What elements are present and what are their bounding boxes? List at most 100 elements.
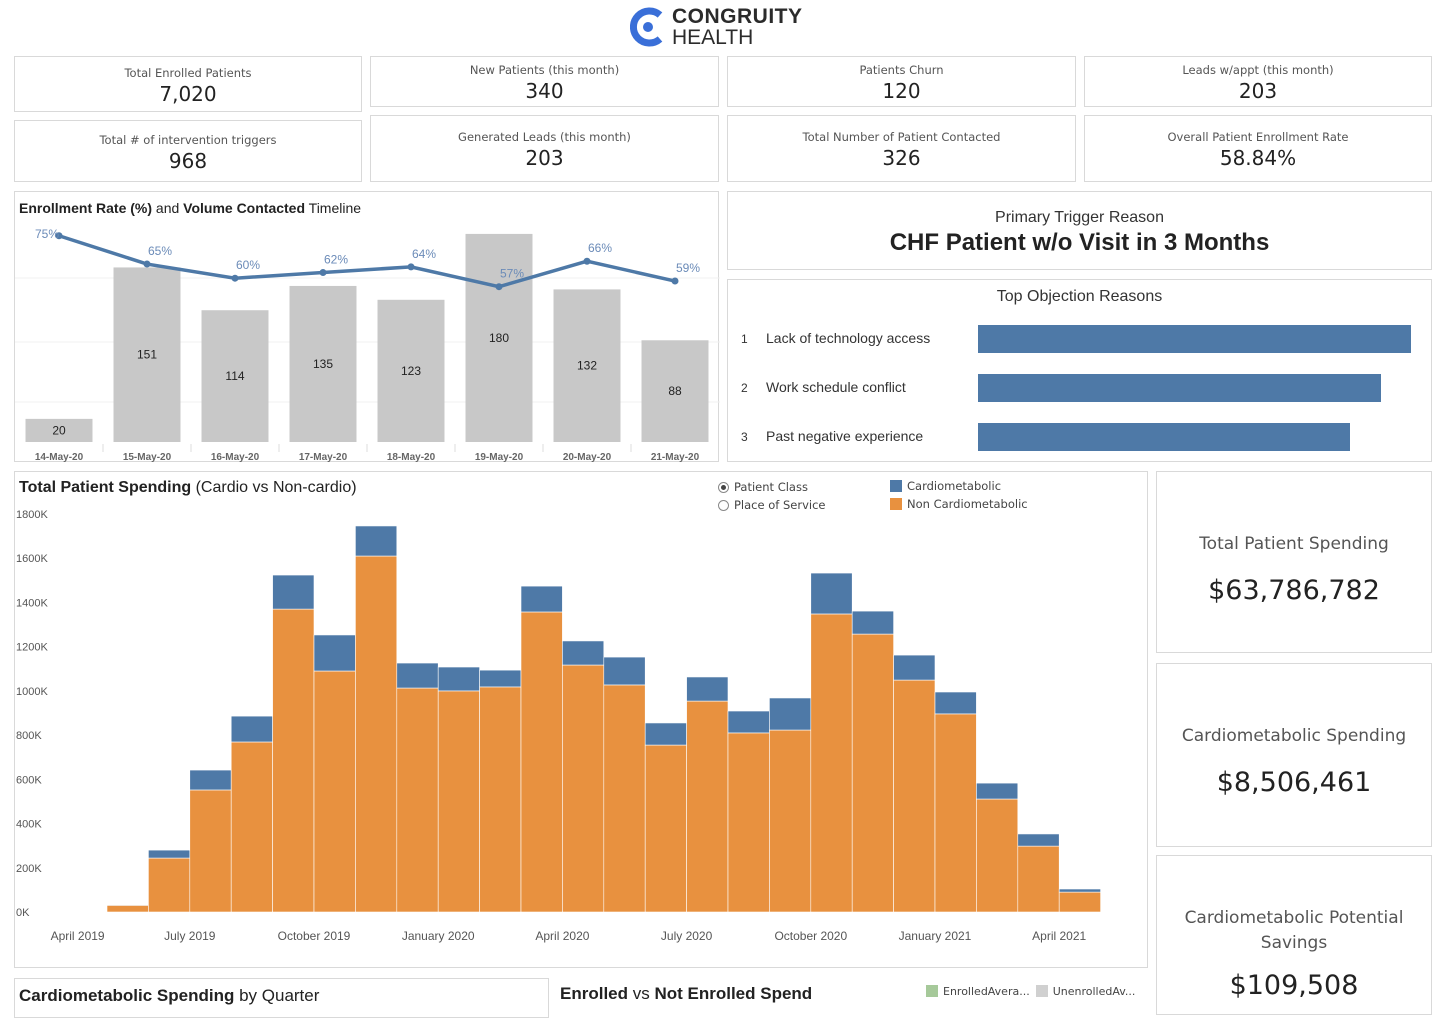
kpi-enrollment-rate: Overall Patient Enrollment Rate 58.84% xyxy=(1084,115,1432,182)
date-tick-label: 16-May-20 xyxy=(211,452,260,463)
rate-point xyxy=(495,283,503,291)
non-cardio-bar xyxy=(893,679,936,913)
non-cardio-bar xyxy=(603,684,646,913)
objection-row: 3 Past negative experience xyxy=(728,423,1431,453)
objection-row: 2 Work schedule conflict xyxy=(728,374,1431,404)
cardio-bar xyxy=(396,662,439,689)
non-cardio-bar xyxy=(230,741,273,913)
card-total-spending: Total Patient Spending $63,786,782 xyxy=(1156,471,1432,653)
trigger-label: Primary Trigger Reason xyxy=(995,209,1164,226)
cardio-bar xyxy=(355,525,398,557)
enrolled-title: Enrolled vs Not Enrolled Spend xyxy=(560,984,813,1003)
objection-bar xyxy=(978,374,1381,402)
spending-chart: 0K 200K 400K 600K 800K 1000K 1200K 1400K 1600K 18… xyxy=(16,509,1101,943)
y-tick-label: 800K xyxy=(16,730,42,742)
enrolled-vs-not-panel: Enrolled vs Not Enrolled Spend EnrolledA… xyxy=(556,978,1148,1008)
cardio-bar xyxy=(727,710,770,734)
x-tick-label: January 2021 xyxy=(899,929,972,943)
logo-icon xyxy=(630,7,663,47)
date-tick-label: 14-May-20 xyxy=(35,452,84,463)
trigger-value: CHF Patient w/o Visit in 3 Months xyxy=(889,229,1270,256)
objections-title: Top Objection Reasons xyxy=(996,288,1163,305)
congruity-health-logo: CONGRUITY HEALTH xyxy=(630,6,803,48)
view-by-radio-group: Patient Class Place of Service xyxy=(718,478,825,514)
objection-row: 1 Lack of technology access xyxy=(728,325,1431,355)
kpi-value: 58.84% xyxy=(1219,146,1297,170)
kpi-label: Total # of intervention triggers xyxy=(99,133,277,147)
non-cardio-bar xyxy=(520,611,563,913)
kpi-value: 340 xyxy=(525,79,564,103)
kpi-new-patients: New Patients (this month) 340 xyxy=(370,56,719,107)
volume-label: 180 xyxy=(489,331,509,345)
cardio-bar xyxy=(976,782,1019,800)
timeline-chart: 20 14-May-20 151 15-May-20 114 16-May-20 135 17… xyxy=(15,227,720,463)
non-cardio-bar xyxy=(644,744,687,913)
rate-point xyxy=(319,269,327,277)
rate-label: 66% xyxy=(588,241,612,255)
x-tick-label: January 2020 xyxy=(402,929,475,943)
card-cardiometabolic-spending: Cardiometabolic Spending $8,506,461 xyxy=(1156,663,1432,847)
cardio-bar xyxy=(686,676,729,702)
kpi-value: 968 xyxy=(168,149,208,173)
volume-bar xyxy=(465,233,533,442)
non-cardio-bar xyxy=(313,670,356,913)
total-spending-panel: Total Patient Spending (Cardio vs Non-ca… xyxy=(14,471,1148,968)
volume-bar xyxy=(641,340,709,442)
volume-bar xyxy=(25,418,93,442)
legend-non-cardiometabolic: Non Cardiometabolic xyxy=(890,495,1028,513)
x-tick-label: October 2019 xyxy=(278,929,351,943)
non-cardio-bar xyxy=(1017,845,1060,913)
brand-subname: HEALTH xyxy=(672,26,754,49)
volume-bar xyxy=(289,285,357,442)
cardio-bar xyxy=(934,691,977,715)
non-cardio-bar xyxy=(976,798,1019,913)
non-cardio-bar xyxy=(810,613,853,913)
objection-label: Lack of technology access xyxy=(766,330,931,346)
rate-point xyxy=(671,277,679,285)
kpi-total-enrolled: Total Enrolled Patients 7,020 xyxy=(14,56,362,112)
non-cardio-bar xyxy=(686,700,729,913)
brand-name: CONGRUITY xyxy=(672,5,803,28)
x-tick-label: July 2020 xyxy=(661,929,713,943)
spending-title: Total Patient Spending (Cardio vs Non-ca… xyxy=(19,479,357,496)
timeline-title: Enrollment Rate (%) and Volume Contacted… xyxy=(19,200,362,216)
rate-point xyxy=(55,232,63,240)
cardio-bar xyxy=(644,722,687,746)
objection-rank: 2 xyxy=(741,381,748,395)
kpi-value: 7,020 xyxy=(159,82,217,106)
kpi-value: 326 xyxy=(882,146,921,170)
x-tick-label: October 2020 xyxy=(774,929,847,943)
kpi-value: 203 xyxy=(525,146,564,170)
cardio-bar xyxy=(1058,888,1101,893)
enrollment-timeline-panel: Enrollment Rate (%) and Volume Contacted… xyxy=(14,191,720,463)
x-tick-label: April 2019 xyxy=(51,929,105,943)
x-tick-label: July 2019 xyxy=(164,929,216,943)
enrollment-rate-line xyxy=(58,234,676,289)
cardio-bar xyxy=(106,904,149,906)
rate-point xyxy=(231,274,239,282)
rate-label: 60% xyxy=(236,258,260,272)
radio-patient-class[interactable]: Patient Class xyxy=(718,478,825,496)
date-tick-label: 18-May-20 xyxy=(387,452,436,463)
non-cardio-bar xyxy=(727,732,770,913)
date-tick-label: 20-May-20 xyxy=(563,452,612,463)
radio-place-of-service[interactable]: Place of Service xyxy=(718,496,825,514)
y-tick-label: 1000K xyxy=(16,686,48,698)
enrolled-legend: EnrolledAvera... UnenrolledAv... xyxy=(926,982,1135,1000)
rate-point xyxy=(583,257,591,265)
kpi-generated-leads: Generated Leads (this month) 203 xyxy=(370,115,719,182)
kpi-value: 120 xyxy=(882,79,921,103)
date-tick-label: 17-May-20 xyxy=(299,452,348,463)
volume-label: 123 xyxy=(401,364,421,378)
cardio-bar xyxy=(437,666,480,692)
rate-label: 64% xyxy=(412,247,436,261)
date-tick-label: 19-May-20 xyxy=(475,452,524,463)
y-tick-label: 200K xyxy=(16,863,42,875)
legend-enrolled: EnrolledAvera... xyxy=(926,982,1030,1000)
non-cardio-bar xyxy=(769,729,812,913)
y-tick-label: 1400K xyxy=(16,597,48,609)
legend-cardiometabolic: Cardiometabolic xyxy=(890,477,1028,495)
quarter-title: Cardiometabolic Spending by Quarter xyxy=(19,986,320,1005)
radio-empty-icon xyxy=(718,499,729,511)
date-tick-label: 15-May-20 xyxy=(123,452,172,463)
